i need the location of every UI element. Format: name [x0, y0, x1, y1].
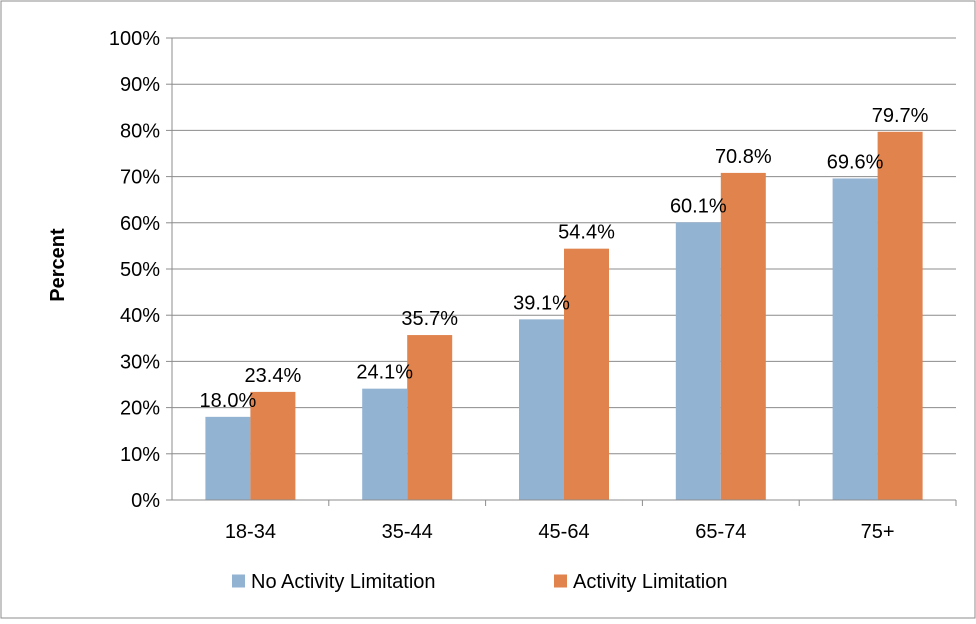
bar	[675, 222, 721, 500]
x-tick-label: 65-74	[695, 521, 746, 543]
y-tick-label: 30%	[120, 351, 160, 373]
bars	[205, 131, 923, 501]
bar	[362, 388, 408, 500]
y-tick-label: 100%	[109, 28, 160, 50]
bar	[519, 319, 564, 500]
y-tick-label: 10%	[120, 444, 160, 466]
y-axis-title: Percent	[47, 228, 69, 302]
data-label: 70.8%	[715, 146, 772, 168]
data-label: 24.1%	[356, 362, 413, 384]
data-label: 60.1%	[670, 195, 727, 217]
legend-swatch	[554, 574, 567, 588]
y-tick-label: 0%	[131, 490, 160, 512]
legend: No Activity Limitation Activity Limitatio…	[232, 571, 728, 593]
bar	[877, 131, 923, 500]
data-label: 35.7%	[401, 308, 458, 330]
y-tick-label: 40%	[120, 305, 160, 327]
y-tick-label: 90%	[120, 74, 160, 96]
x-tick-label: 35-44	[382, 521, 433, 543]
y-tick-label: 80%	[120, 120, 160, 142]
legend-swatch	[232, 574, 245, 588]
x-tick-label: 18-34	[225, 521, 276, 543]
legend-label: Activity Limitation	[573, 571, 728, 593]
y-tick-label: 50%	[120, 259, 160, 281]
data-label: 23.4%	[245, 365, 302, 387]
data-label: 18.0%	[200, 390, 257, 412]
bar	[250, 391, 296, 500]
bar	[832, 178, 878, 500]
x-tick-label: 45-64	[538, 521, 589, 543]
gridlines	[172, 37, 956, 455]
y-tick-label: 60%	[120, 213, 160, 235]
data-label: 54.4%	[558, 222, 615, 244]
y-tick-label: 70%	[120, 167, 160, 189]
bar	[564, 248, 609, 500]
data-label: 69.6%	[827, 151, 884, 173]
x-tick-label: 75+	[861, 521, 895, 543]
axes: 0% 10% 20% 30% 40% 50% 60% 70% 80% 90% 100% 18-34 35…	[109, 28, 957, 543]
data-labels: 18.0% 23.4% 24.1% 35.7% 39.1% 54.4% 60.1% 70.8%…	[200, 105, 929, 412]
bar	[205, 416, 251, 500]
legend-label: No Activity Limitation	[251, 571, 436, 593]
y-tick-label: 20%	[120, 398, 160, 420]
bar	[720, 172, 766, 501]
data-label: 39.1%	[513, 292, 570, 314]
data-label: 79.7%	[872, 105, 929, 127]
bar	[407, 335, 453, 500]
